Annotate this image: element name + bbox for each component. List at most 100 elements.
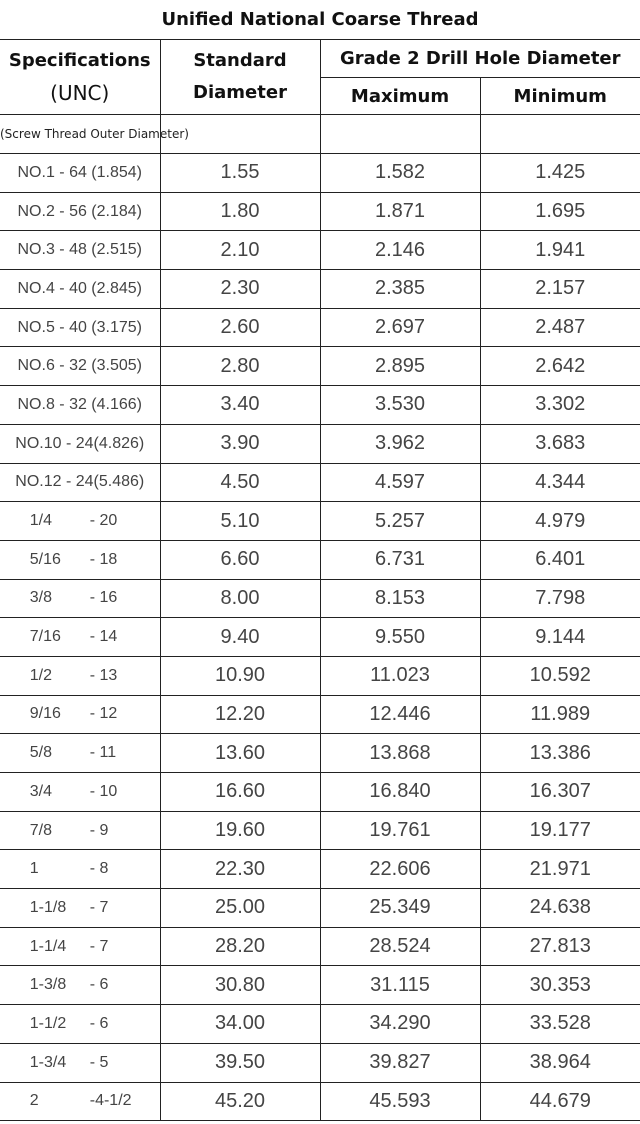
spec-cell: 5/8 - 11 [0, 733, 161, 773]
std-cell: 28.20 [159, 926, 321, 967]
spec-tpi: - 6 [89, 976, 109, 994]
std-cell: 12.20 [159, 694, 321, 735]
spec-tpi: - 16 [89, 589, 118, 607]
std-cell: 1.80 [159, 191, 321, 232]
spec-tpi: - 8 [89, 860, 109, 878]
table-row: 1-1/8 - 7 25.00 25.349 24.638 [0, 888, 640, 928]
spec-tpi: - 11 [89, 744, 117, 762]
spec-size: 1 [29, 860, 39, 878]
spec-cell: NO.5 - 40 (3.175) [0, 307, 161, 348]
table-row: 7/16 - 14 9.40 9.550 9.144 [0, 617, 640, 657]
table-row: NO.6 - 32 (3.505) 2.80 2.895 2.642 [0, 346, 640, 387]
spec-tpi: - 18 [89, 550, 118, 568]
header-std-line2: Diameter [193, 82, 287, 103]
header-spec-line1: Specifications [8, 50, 151, 71]
min-cell: 3.302 [479, 385, 640, 425]
std-cell: 19.60 [159, 810, 321, 851]
min-cell: 1.425 [479, 153, 640, 193]
header-spec-line2: (UNC) [50, 81, 110, 105]
spec-cell: NO.4 - 40 (2.845) [0, 269, 161, 309]
note-empty [319, 114, 481, 154]
spec-size: 5/8 [29, 744, 52, 762]
std-cell: 2.30 [159, 269, 321, 309]
spec-tpi: - 5 [89, 1053, 109, 1071]
spec-cell: NO.3 - 48 (2.515) [0, 230, 161, 271]
spec-cell: 1-3/4 - 5 [0, 1042, 161, 1083]
header-standard-diameter: Standard Diameter [159, 39, 321, 115]
min-cell: 4.979 [479, 501, 640, 541]
table-row: NO.8 - 32 (4.166) 3.40 3.530 3.302 [0, 385, 640, 425]
std-cell: 30.80 [159, 965, 321, 1006]
std-cell: 39.50 [159, 1042, 321, 1083]
spec-tpi: - 20 [89, 512, 118, 530]
spec-cell: 1-1/8 - 7 [0, 888, 161, 928]
table-row: 3/8 - 16 8.00 8.153 7.798 [0, 578, 640, 619]
spec-size: 3/8 [29, 589, 52, 607]
spec-size: 9/16 [29, 705, 61, 723]
max-cell: 25.349 [319, 888, 481, 928]
note-cell: (Screw Thread Outer Diameter) [0, 114, 189, 154]
table-row: 1-1/4 - 7 28.20 28.524 27.813 [0, 926, 640, 967]
table-row: NO.12 - 24(5.486) 4.50 4.597 4.344 [0, 462, 640, 503]
std-cell: 3.90 [159, 423, 321, 464]
table-row: 1-3/8 - 6 30.80 31.115 30.353 [0, 965, 640, 1006]
min-cell: 2.157 [479, 269, 640, 309]
note-empty [159, 114, 321, 154]
max-cell: 39.827 [319, 1042, 481, 1083]
max-cell: 16.840 [319, 772, 481, 812]
table-row: 5/16 - 18 6.60 6.731 6.401 [0, 539, 640, 580]
max-cell: 2.146 [319, 230, 481, 271]
min-cell: 13.386 [479, 733, 640, 773]
table-row: 3/4 - 10 16.60 16.840 16.307 [0, 772, 640, 812]
spec-cell: NO.2 - 56 (2.184) [0, 191, 161, 232]
table-row: 7/8 - 9 19.60 19.761 19.177 [0, 810, 640, 851]
header-specifications: Specifications (UNC) [0, 39, 161, 115]
std-cell: 6.60 [159, 539, 321, 580]
std-cell: 45.20 [159, 1081, 321, 1122]
table-row: NO.5 - 40 (3.175) 2.60 2.697 2.487 [0, 307, 640, 348]
header-minimum: Minimum [479, 77, 640, 115]
std-cell: 2.60 [159, 307, 321, 348]
min-cell: 44.679 [479, 1081, 640, 1122]
min-cell: 7.798 [479, 578, 640, 619]
max-cell: 22.606 [319, 849, 481, 890]
spec-tpi: - 10 [89, 782, 118, 800]
spec-size: 7/8 [29, 821, 52, 839]
note-empty [479, 114, 640, 154]
table-row: NO.10 - 24(4.826) 3.90 3.962 3.683 [0, 423, 640, 464]
table-row: NO.2 - 56 (2.184) 1.80 1.871 1.695 [0, 191, 640, 232]
spec-tpi: - 12 [89, 705, 118, 723]
spec-cell: 7/8 - 9 [0, 810, 161, 851]
max-cell: 5.257 [319, 501, 481, 541]
min-cell: 21.971 [479, 849, 640, 890]
max-cell: 1.582 [319, 153, 481, 193]
spec-cell: 1-1/2 - 6 [0, 1004, 161, 1044]
std-cell: 13.60 [159, 733, 321, 773]
max-cell: 2.385 [319, 269, 481, 309]
std-cell: 34.00 [159, 1004, 321, 1044]
std-cell: 25.00 [159, 888, 321, 928]
min-cell: 24.638 [479, 888, 640, 928]
spec-tpi: - 14 [89, 628, 118, 646]
spec-cell: 1-3/8 - 6 [0, 965, 161, 1006]
spec-size: 1-3/4 [29, 1053, 67, 1071]
table-row: 9/16 - 12 12.20 12.446 11.989 [0, 694, 640, 735]
table-row: 1-1/2 - 6 34.00 34.290 33.528 [0, 1004, 640, 1044]
spec-tpi: - 6 [89, 1014, 109, 1032]
spec-cell: NO.8 - 32 (4.166) [0, 385, 161, 425]
min-cell: 1.941 [479, 230, 640, 271]
max-cell: 19.761 [319, 810, 481, 851]
header-drill-hole-group: Grade 2 Drill Hole Diameter [319, 39, 640, 78]
table-row: 1/4 - 20 5.10 5.257 4.979 [0, 501, 640, 541]
std-cell: 2.80 [159, 346, 321, 387]
table-row: NO.3 - 48 (2.515) 2.10 2.146 1.941 [0, 230, 640, 271]
spec-size: 3/4 [29, 782, 52, 800]
table-row: 1-3/4 - 5 39.50 39.827 38.964 [0, 1042, 640, 1083]
std-cell: 9.40 [159, 617, 321, 657]
std-cell: 1.55 [159, 153, 321, 193]
max-cell: 6.731 [319, 539, 481, 580]
spec-tpi: - 9 [89, 821, 109, 839]
table-row: 2 -4-1/2 45.20 45.593 44.679 [0, 1081, 640, 1122]
spec-cell: 1-1/4 - 7 [0, 926, 161, 967]
